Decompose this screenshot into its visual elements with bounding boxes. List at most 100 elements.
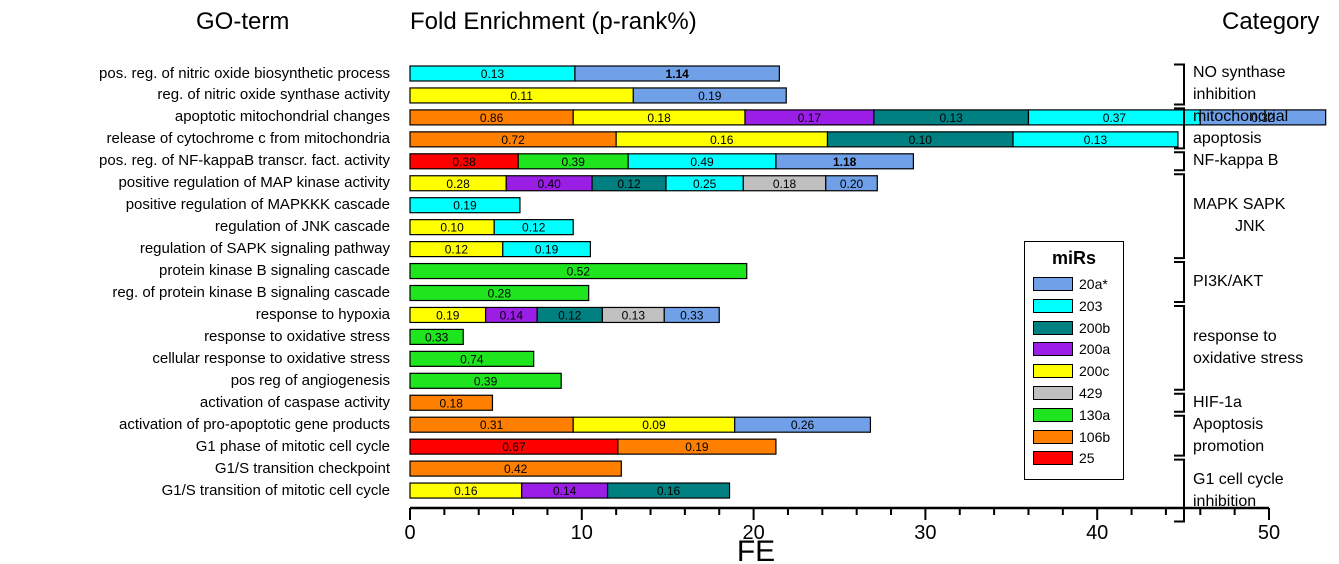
category-bracket — [1174, 151, 1185, 172]
goterm-header: GO-term — [196, 8, 290, 35]
go-term-label: positive regulation of MAP kinase activi… — [118, 174, 390, 192]
bar-segment — [502, 241, 591, 258]
category-label: MAPK SAPK JNK — [1193, 194, 1285, 238]
bar-data-label: 0.16 — [454, 484, 478, 498]
bar-data-label: 0.19 — [535, 243, 559, 257]
x-tick-label: 50 — [1258, 522, 1280, 544]
go-term-label: activation of caspase activity — [199, 393, 390, 411]
bar-data-label: 0.16 — [710, 133, 734, 147]
bar-data-label: 0.12 — [445, 243, 469, 257]
legend-label: 20a* — [1079, 276, 1108, 292]
legend-label: 130a — [1079, 406, 1111, 423]
bar-data-label: 0.18 — [773, 177, 797, 191]
bar-data-label: 0.28 — [446, 177, 470, 191]
bar-segment — [409, 350, 535, 367]
legend-swatch — [1033, 277, 1073, 291]
bar-data-label: 0.16 — [657, 484, 681, 498]
legend-item: 200b — [1033, 319, 1110, 337]
bar-segment — [617, 438, 777, 455]
category-label-line: response to — [1193, 327, 1277, 345]
bar-data-label: 0.33 — [680, 308, 704, 322]
fold-enrichment-header: Fold Enrichment (p-rank%) — [410, 8, 697, 35]
go-term-label: G1/S transition checkpoint — [214, 459, 390, 477]
category-bracket — [1174, 107, 1185, 150]
bar-data-label: 0.12 — [558, 308, 582, 322]
category-bracket — [1174, 304, 1185, 391]
go-term-label: regulation of SAPK signaling pathway — [139, 240, 390, 258]
legend-item: 200a — [1033, 340, 1110, 358]
category-label-line: oxidative stress — [1193, 349, 1304, 367]
bar-data-label: 0.17 — [798, 111, 822, 125]
category-bracket — [1174, 173, 1185, 260]
category-bracket — [1174, 392, 1185, 413]
bar-data-label: 0.13 — [1084, 133, 1108, 147]
go-term-label: G1/S transition of mitotic cell cycle — [161, 481, 390, 499]
category-label-line: JNK — [1235, 218, 1266, 236]
category-label-line: mitochondrial — [1193, 108, 1289, 126]
legend-item: 106b — [1033, 428, 1110, 446]
x-tick-label: 40 — [1086, 522, 1108, 544]
category-bracket — [1174, 63, 1185, 106]
legend-label: 200b — [1079, 319, 1111, 336]
go-term-label: pos reg of angiogenesis — [230, 371, 390, 389]
bar-data-label: 0.38 — [452, 155, 476, 169]
legend-swatch — [1033, 320, 1073, 335]
go-term-label: G1 phase of mitotic cell cycle — [195, 437, 390, 455]
legend-swatch — [1033, 364, 1073, 379]
x-axis-title: FE — [737, 535, 775, 564]
category-header: Category — [1222, 8, 1320, 35]
bar-data-label: 0.13 — [481, 67, 505, 81]
bar-segment — [574, 65, 780, 82]
go-term-label: response to oxidative stress — [204, 327, 390, 345]
category-bracket — [1174, 458, 1185, 523]
bar-data-label: 0.10 — [909, 133, 933, 147]
category-label-line: Apoptosis — [1193, 415, 1264, 433]
bar-data-label: 0.52 — [567, 265, 591, 279]
bar-segment — [409, 394, 494, 411]
bar-segment — [1199, 109, 1327, 126]
legend-swatch — [1033, 451, 1073, 466]
bar-data-label: 0.25 — [693, 177, 717, 191]
x-tick-label: 10 — [571, 522, 593, 544]
x-tick-label: 30 — [914, 522, 936, 544]
category-label-line: NF-kappa B — [1193, 152, 1279, 170]
bar-segment — [663, 306, 720, 324]
bar-data-label: 0.10 — [440, 221, 464, 235]
bar-data-label: 0.19 — [453, 199, 477, 213]
category-label: PI3K/AKT — [1193, 271, 1263, 293]
category-label-line: promotion — [1193, 437, 1265, 455]
bar-data-label: 0.13 — [622, 308, 646, 322]
legend-label: 25 — [1079, 450, 1095, 467]
bar-data-label: 0.42 — [504, 462, 528, 476]
legend-label: 203 — [1079, 297, 1103, 314]
bar-data-label: 0.19 — [685, 440, 709, 454]
bar-data-label: 0.39 — [562, 155, 586, 169]
go-term-label: response to hypoxia — [255, 305, 390, 323]
legend-label: 429 — [1079, 385, 1103, 401]
bar-data-label: 0.14 — [500, 308, 524, 322]
bar-data-label: 0.33 — [425, 330, 449, 344]
category-label-line: NO synthase — [1193, 64, 1286, 82]
category-label-line: MAPK SAPK — [1193, 196, 1286, 214]
go-term-label: release of cytochrome c from mitochondri… — [106, 130, 390, 148]
bar-segment — [632, 87, 787, 104]
bar-segment — [409, 262, 748, 280]
legend-swatch — [1033, 407, 1073, 422]
bar-segment — [606, 482, 731, 499]
go-term-label: reg. of nitric oxide synthase activity — [157, 86, 390, 104]
bar-segment — [409, 328, 464, 345]
bar-segment — [409, 460, 622, 477]
bar-data-label: 0.14 — [553, 484, 577, 498]
bar-data-label: 0.67 — [502, 440, 526, 454]
legend-item: 25 — [1033, 449, 1095, 467]
go-term-label: protein kinase B signaling cascade — [159, 262, 390, 280]
legend-item: 20a* — [1033, 275, 1108, 293]
bar-segment — [775, 153, 914, 170]
legend-swatch — [1033, 298, 1073, 313]
category-label-line: G1 cell cycle — [1193, 470, 1284, 488]
legend-swatch — [1033, 386, 1073, 400]
bar-data-label: 0.13 — [939, 111, 963, 125]
go-term-label: pos. reg. of NF-kappaB transcr. fact. ac… — [99, 152, 390, 170]
go-term-label: apoptotic mitochondrial changes — [174, 108, 390, 126]
